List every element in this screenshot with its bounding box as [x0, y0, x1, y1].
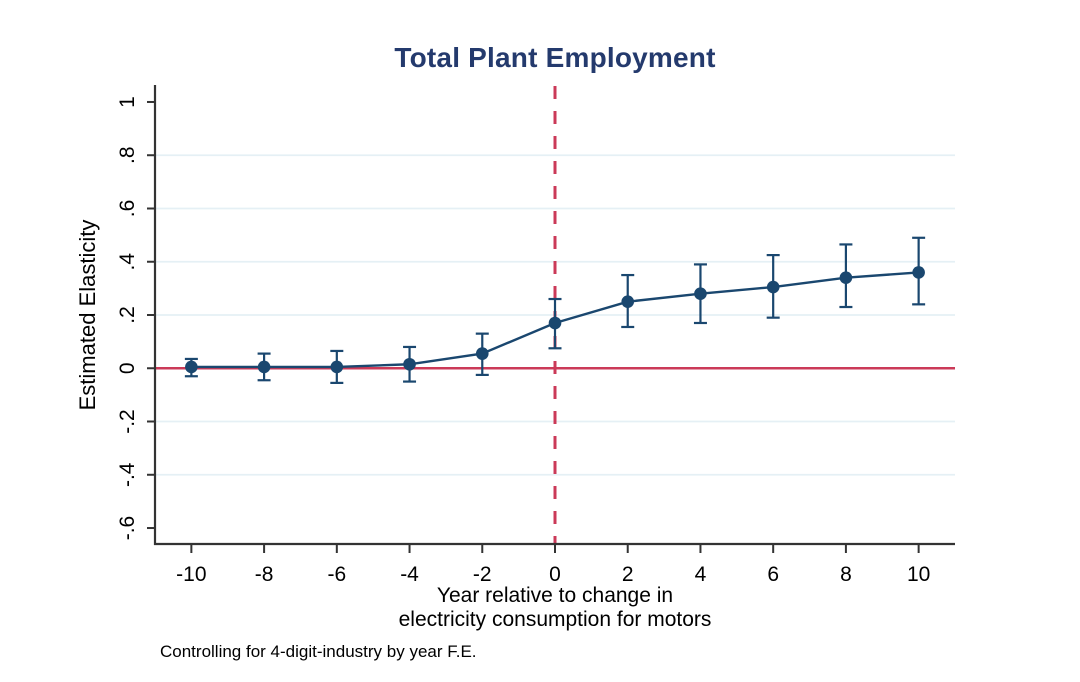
- data-point: [694, 287, 707, 300]
- data-point: [548, 316, 562, 330]
- chart-footnote: Controlling for 4-digit-industry by year…: [160, 642, 477, 661]
- data-point: [766, 280, 780, 294]
- data-point: [257, 360, 271, 374]
- x-tick-label: -6: [327, 563, 346, 586]
- data-point: [839, 271, 853, 285]
- x-tick-label: 0: [549, 563, 561, 586]
- data-point: [185, 360, 198, 374]
- x-axis-title: Year relative to change in electricity c…: [155, 584, 955, 632]
- x-tick-label: 6: [767, 563, 779, 586]
- data-point: [912, 266, 925, 279]
- data-point: [403, 357, 416, 371]
- y-tick-label: .2: [116, 306, 139, 324]
- y-axis-title: Estimated Elasticity: [75, 219, 100, 411]
- data-point: [621, 295, 635, 308]
- y-tick-label: 1: [116, 96, 139, 108]
- y-tick-label: .4: [116, 253, 139, 271]
- chart-title: Total Plant Employment: [394, 42, 716, 73]
- data-point: [475, 347, 489, 360]
- x-tick-label: 10: [907, 563, 930, 586]
- y-tick-label: 0: [116, 362, 139, 374]
- data-point: [330, 360, 344, 374]
- x-tick-label: -8: [255, 563, 274, 586]
- x-tick-label: -2: [473, 563, 492, 586]
- x-axis-title-line-1: Year relative to change in: [436, 584, 674, 607]
- y-tick-label: -.4: [116, 462, 139, 487]
- y-tick-label: -.6: [116, 516, 139, 541]
- y-tick-label: -.2: [116, 409, 139, 434]
- y-tick-label: .6: [116, 200, 139, 218]
- x-tick-label: 4: [695, 563, 707, 586]
- x-axis-title-line-2: electricity consumption for motors: [398, 608, 712, 631]
- x-tick-label: -10: [176, 563, 206, 586]
- x-tick-label: 8: [840, 563, 852, 586]
- x-tick-label: -4: [400, 563, 419, 586]
- y-tick-label: .8: [116, 146, 139, 164]
- x-tick-label: 2: [622, 563, 634, 586]
